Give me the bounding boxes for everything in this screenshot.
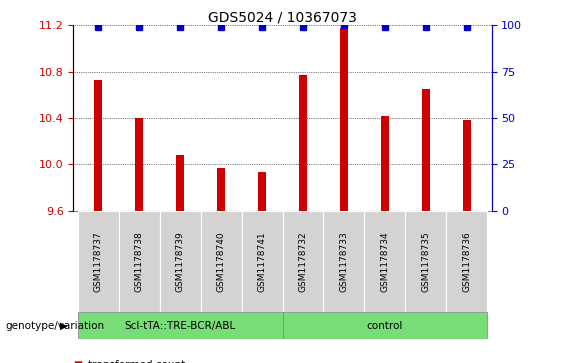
Bar [282, 312, 488, 339]
Bar [201, 211, 241, 312]
Text: ■: ■ [73, 360, 82, 363]
Text: GSM1178736: GSM1178736 [463, 231, 471, 292]
Text: Scl-tTA::TRE-BCR/ABL: Scl-tTA::TRE-BCR/ABL [124, 321, 236, 331]
Text: ▶: ▶ [60, 321, 68, 331]
Bar [463, 120, 471, 211]
Text: GSM1178738: GSM1178738 [134, 231, 144, 292]
Bar [241, 211, 282, 312]
Bar [136, 118, 143, 211]
Bar [422, 89, 429, 211]
Bar [119, 211, 159, 312]
Bar [94, 80, 102, 211]
Text: GSM1178733: GSM1178733 [340, 231, 349, 292]
Text: GSM1178734: GSM1178734 [380, 231, 389, 292]
Bar [340, 28, 347, 211]
Text: GSM1178735: GSM1178735 [421, 231, 431, 292]
Text: GSM1178740: GSM1178740 [216, 231, 225, 292]
Text: genotype/variation: genotype/variation [6, 321, 105, 331]
Bar [77, 211, 119, 312]
Bar [381, 116, 389, 211]
Bar [446, 211, 488, 312]
Text: GSM1178732: GSM1178732 [298, 231, 307, 292]
Bar [282, 211, 324, 312]
Bar [364, 211, 406, 312]
Bar [258, 172, 266, 211]
Text: GSM1178741: GSM1178741 [258, 231, 267, 292]
Bar [299, 75, 307, 211]
Text: transformed count: transformed count [88, 360, 185, 363]
Text: GSM1178737: GSM1178737 [94, 231, 102, 292]
Text: control: control [367, 321, 403, 331]
Bar [159, 211, 201, 312]
Bar [176, 155, 184, 211]
Bar [406, 211, 446, 312]
Text: GDS5024 / 10367073: GDS5024 / 10367073 [208, 11, 357, 25]
Text: GSM1178739: GSM1178739 [176, 231, 185, 292]
Bar [324, 211, 364, 312]
Bar [77, 312, 282, 339]
Bar [218, 168, 225, 211]
